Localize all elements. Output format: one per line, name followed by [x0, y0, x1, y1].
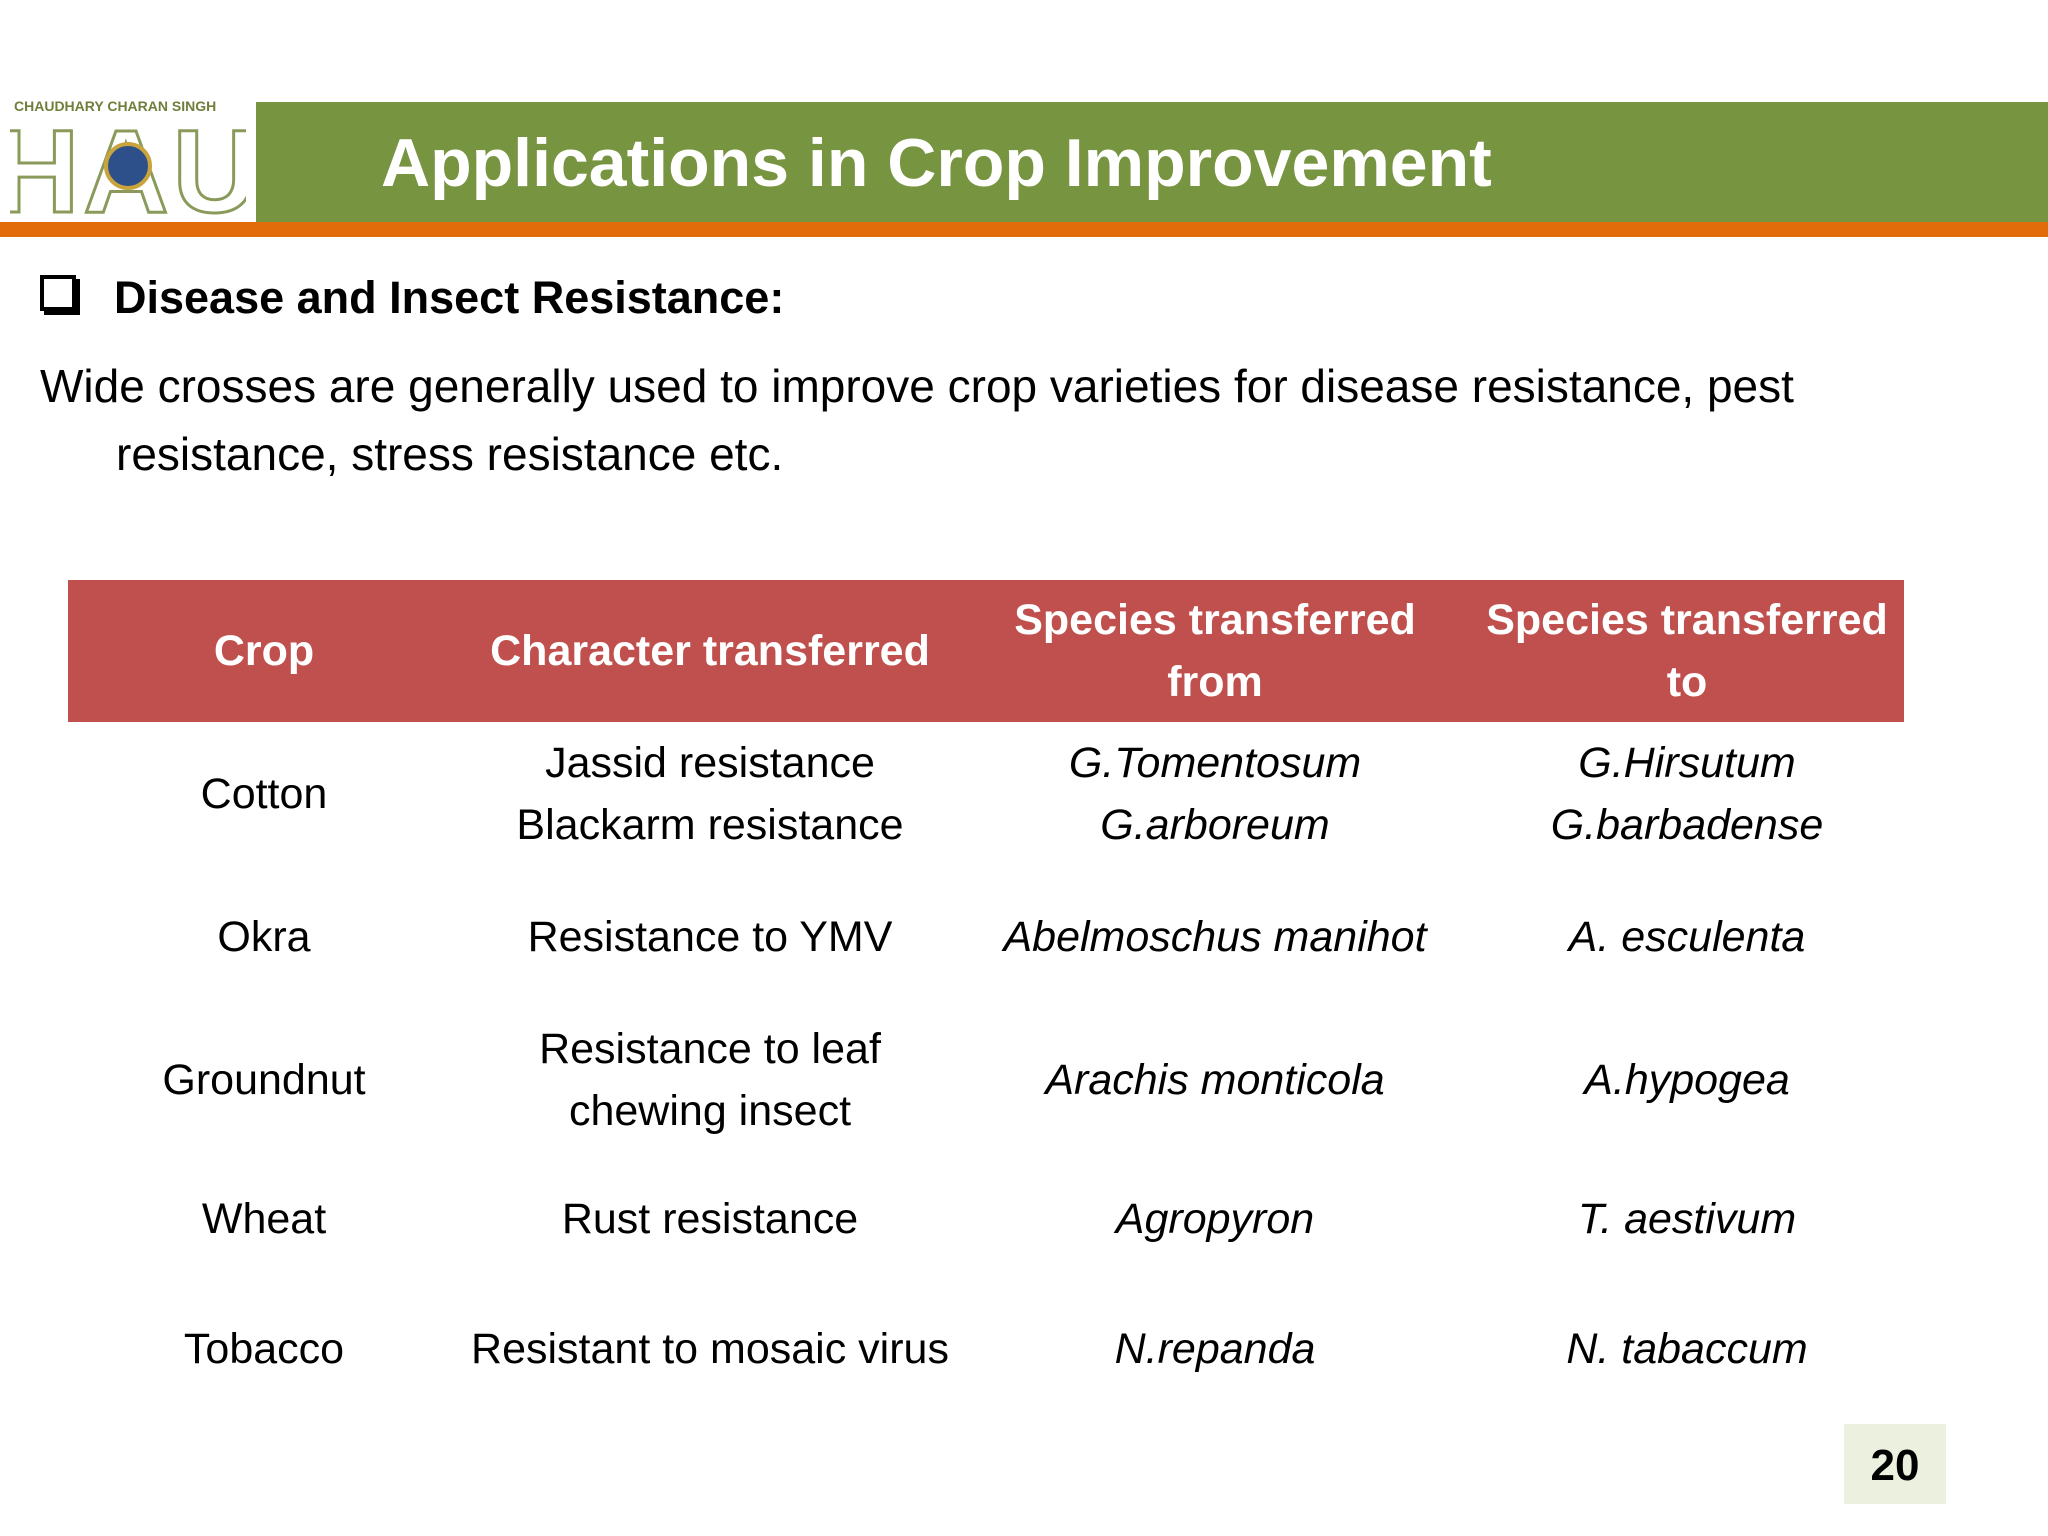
cell-line: Abelmoschus manihot — [1003, 912, 1427, 961]
table-cell: Resistance to YMV — [460, 865, 960, 1008]
cell-line: G.Tomentosum — [1068, 738, 1362, 787]
cell-line: Rust resistance — [561, 1195, 859, 1243]
table-cell: G.Hirsutum G.barbadense — [1470, 722, 1904, 865]
accent-line — [0, 222, 2048, 237]
cell-line: N.repanda — [1114, 1325, 1316, 1373]
bullet-heading: Disease and Insect Resistance: — [40, 272, 784, 324]
cell-line: Resistant to mosaic virus — [471, 1325, 949, 1373]
header-row: Crop Character transferred Species transfe… — [68, 580, 1904, 722]
cell-line: Blackarm resistance — [516, 800, 904, 849]
table-cell: Rust resistance — [460, 1152, 960, 1286]
table-cell: A. esculenta — [1470, 865, 1904, 1008]
table-cell: G.Tomentosum G.arboreum — [960, 722, 1470, 865]
table-cell: Resistance to leaf chewing insect — [460, 1008, 960, 1152]
table-row: Okra Resistance to YMV Abelmoschus manihot… — [68, 865, 1904, 1008]
table-cell: Abelmoschus manihot — [960, 865, 1470, 1008]
cell-line: Arachis monticola — [1045, 1056, 1385, 1104]
column-header: Character transferred — [460, 580, 960, 722]
column-header: Species transferred to — [1470, 580, 1904, 722]
cell-line: Resistance to YMV — [527, 912, 893, 961]
cell-line: Resistance to leaf chewing insect — [539, 1025, 881, 1135]
logo: CHAUDHARY CHARAN SINGH HAU — [0, 96, 256, 222]
table-cell: Agropyron — [960, 1152, 1470, 1286]
cell-line: Groundnut — [162, 1056, 366, 1104]
slide-title: Applications in Crop Improvement — [381, 125, 1492, 201]
table-cell: Jassid resistance Blackarm resistance — [460, 722, 960, 865]
table-row: Wheat Rust resistance Agropyron T. aestivum — [68, 1152, 1904, 1286]
table-cell: Groundnut — [68, 1008, 460, 1152]
table-row: Cotton Jassid resistance Blackarm resistan… — [68, 722, 1904, 865]
cell-line: Jassid resistance — [545, 738, 875, 787]
cell-line: Tobacco — [183, 1325, 345, 1373]
cell-line: G.Hirsutum — [1578, 738, 1796, 787]
cell-line: G.barbadense — [1550, 800, 1824, 849]
column-header: Crop — [68, 580, 460, 722]
cell-line: Agropyron — [1115, 1195, 1315, 1243]
table-cell: A.hypogea — [1470, 1008, 1904, 1152]
table-cell: N. tabaccum — [1470, 1286, 1904, 1412]
table-cell: Tobacco — [68, 1286, 460, 1412]
table-cell: T. aestivum — [1470, 1152, 1904, 1286]
table-row: Tobacco Resistant to mosaic virus N.repand… — [68, 1286, 1904, 1412]
table-cell: Arachis monticola — [960, 1008, 1470, 1152]
table-cell: N.repanda — [960, 1286, 1470, 1412]
logo-caption: CHAUDHARY CHARAN SINGH — [14, 98, 217, 114]
cell-line: A. esculenta — [1568, 912, 1806, 961]
cell-line: T. aestivum — [1577, 1195, 1797, 1243]
logo-mark: HAU — [10, 114, 246, 218]
title-bar — [0, 102, 2048, 222]
table-cell: Cotton — [68, 722, 460, 865]
cell-line: N. tabaccum — [1566, 1325, 1808, 1373]
cell-line: Cotton — [200, 769, 328, 818]
cell-line: G.arboreum — [1100, 800, 1330, 849]
column-header: Species transferred from — [960, 580, 1470, 722]
paragraph: Wide crosses are generally used to impro… — [40, 360, 1794, 480]
heading-text: Disease and Insect Resistance: — [114, 272, 785, 323]
table: Crop Character transferred Species transfe… — [68, 580, 1904, 1412]
cell-line: A.hypogea — [1584, 1056, 1790, 1104]
table-cell: Resistant to mosaic virus — [460, 1286, 960, 1412]
table-row: Groundnut Resistance to leaf chewing inse… — [68, 1008, 1904, 1152]
table-cell: Wheat — [68, 1152, 460, 1286]
cell-line: Wheat — [201, 1195, 327, 1243]
logo-seal — [104, 142, 152, 190]
bullet-box — [40, 275, 76, 311]
table-cell: Okra — [68, 865, 460, 1008]
page-number: 20 — [1844, 1424, 1946, 1504]
cell-line: Okra — [217, 912, 311, 961]
